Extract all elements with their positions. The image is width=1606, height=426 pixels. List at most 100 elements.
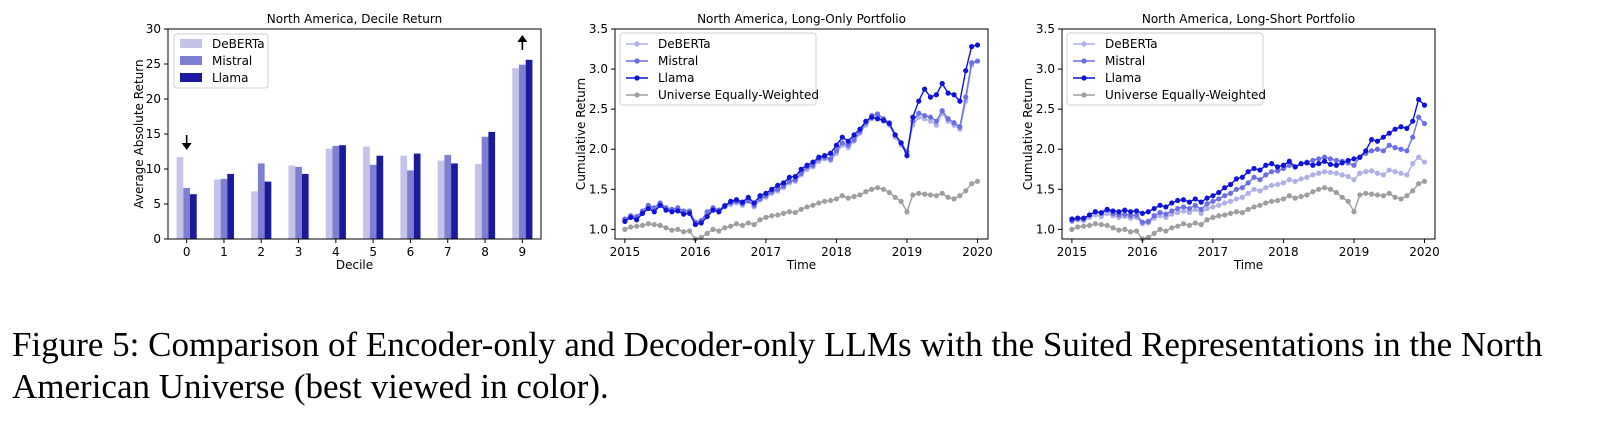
point-universe-equally-weighted bbox=[639, 222, 646, 228]
y-tick-label: 30 bbox=[146, 22, 161, 36]
point-llama bbox=[1110, 208, 1116, 214]
point-mistral bbox=[1351, 162, 1357, 168]
point-llama bbox=[1175, 197, 1181, 204]
bar-llama-9 bbox=[525, 59, 533, 239]
point-llama bbox=[1257, 167, 1263, 173]
point-universe-equally-weighted bbox=[880, 186, 887, 192]
point-llama bbox=[963, 68, 969, 74]
point-universe-equally-weighted bbox=[710, 226, 716, 232]
point-llama bbox=[728, 198, 734, 204]
point-deberta bbox=[1316, 170, 1322, 176]
legend-label-deberta: DeBERTa bbox=[658, 37, 711, 51]
point-llama bbox=[1363, 148, 1369, 154]
point-llama bbox=[739, 199, 746, 205]
point-deberta bbox=[1245, 190, 1251, 196]
point-mistral bbox=[1274, 168, 1281, 174]
point-universe-equally-weighted bbox=[1233, 209, 1240, 215]
point-llama bbox=[839, 134, 845, 140]
x-axis-label: Time bbox=[1233, 258, 1263, 272]
point-llama bbox=[1333, 162, 1339, 168]
point-universe-equally-weighted bbox=[1310, 189, 1316, 195]
point-deberta bbox=[1233, 196, 1240, 202]
legend: DeBERTa Mistral Llama bbox=[173, 33, 269, 89]
point-universe-equally-weighted bbox=[951, 196, 957, 202]
point-universe-equally-weighted bbox=[874, 185, 881, 191]
point-llama bbox=[634, 217, 640, 223]
point-universe-equally-weighted bbox=[1263, 200, 1269, 206]
point-deberta bbox=[1192, 206, 1198, 212]
point-llama bbox=[916, 98, 922, 104]
point-llama bbox=[1368, 137, 1375, 143]
point-universe-equally-weighted bbox=[833, 196, 840, 202]
bar-llama-8 bbox=[488, 131, 496, 239]
legend-label-deberta: DeBERTa bbox=[1105, 37, 1158, 51]
point-universe-equally-weighted bbox=[927, 192, 934, 198]
point-universe-equally-weighted bbox=[816, 200, 822, 206]
point-llama bbox=[1321, 158, 1328, 164]
decile-return-chart: 0 5 10 15 20 25 30 0 1 2 3 4 5 6 7 8 9 North America, Dec… bbox=[132, 12, 542, 272]
y-tick-label: 15 bbox=[146, 127, 161, 141]
legend-label-universe-equally-weighted: Universe Equally-Weighted bbox=[1105, 88, 1266, 102]
point-deberta bbox=[1327, 169, 1334, 176]
point-llama bbox=[763, 190, 769, 196]
point-mistral bbox=[1368, 148, 1375, 154]
bar-llama-5 bbox=[376, 155, 384, 239]
point-llama bbox=[1316, 161, 1322, 167]
bar-deberta-7 bbox=[437, 160, 445, 239]
point-deberta bbox=[1180, 208, 1187, 214]
point-mistral bbox=[1198, 206, 1204, 212]
x-tick-label: 2019 bbox=[892, 245, 923, 259]
point-universe-equally-weighted bbox=[1339, 194, 1345, 200]
point-mistral bbox=[1421, 120, 1428, 127]
point-mistral bbox=[845, 142, 851, 148]
point-universe-equally-weighted bbox=[798, 206, 804, 212]
point-mistral bbox=[1263, 172, 1269, 178]
long-only-chart: 1.0 1.5 2.0 2.5 3.0 3.5 2015 2016 2017 2018 2019 20… bbox=[574, 12, 993, 272]
y-tick-label: 1.0 bbox=[589, 222, 608, 236]
bar-mistral-7 bbox=[444, 155, 452, 239]
point-mistral bbox=[1128, 213, 1134, 219]
point-universe-equally-weighted bbox=[669, 227, 675, 233]
point-universe-equally-weighted bbox=[892, 194, 898, 200]
point-llama bbox=[1245, 169, 1251, 175]
point-llama bbox=[810, 159, 816, 165]
bar-deberta-0 bbox=[176, 157, 184, 239]
bar-mistral-8 bbox=[481, 136, 489, 239]
point-universe-equally-weighted bbox=[1316, 186, 1322, 192]
point-universe-equally-weighted bbox=[1386, 190, 1392, 196]
legend-frame bbox=[1066, 32, 1264, 106]
point-llama bbox=[880, 117, 887, 123]
point-deberta bbox=[1186, 209, 1193, 216]
up-arrow-head bbox=[517, 35, 528, 42]
point-deberta bbox=[1310, 172, 1316, 178]
point-llama bbox=[1345, 157, 1351, 164]
point-universe-equally-weighted bbox=[1116, 227, 1122, 233]
point-mistral bbox=[786, 178, 793, 184]
x-tick-label: 2020 bbox=[962, 245, 993, 259]
point-universe-equally-weighted bbox=[1345, 198, 1351, 204]
point-mistral bbox=[1151, 213, 1157, 219]
bar-deberta-2 bbox=[251, 191, 258, 239]
point-universe-equally-weighted bbox=[1081, 223, 1087, 229]
x-tick-label: 2018 bbox=[1268, 245, 1299, 259]
point-universe-equally-weighted bbox=[651, 221, 657, 228]
point-universe-equally-weighted bbox=[1416, 181, 1422, 187]
bar-mistral-6 bbox=[407, 170, 414, 239]
point-universe-equally-weighted bbox=[757, 217, 763, 223]
point-deberta bbox=[1280, 180, 1287, 186]
y-tick-label: 2.5 bbox=[1036, 102, 1055, 116]
point-universe-equally-weighted bbox=[1239, 209, 1245, 216]
point-mistral bbox=[775, 186, 781, 192]
point-universe-equally-weighted bbox=[916, 190, 922, 196]
y-axis-label: Average Absolute Return bbox=[132, 59, 146, 208]
point-llama bbox=[1374, 138, 1381, 144]
point-llama bbox=[1292, 164, 1298, 170]
legend-marker-universe-equally-weighted bbox=[1081, 92, 1087, 98]
long-short-chart: 1.0 1.5 2.0 2.5 3.0 3.5 2015 2016 2017 2018 2019 20… bbox=[1021, 12, 1440, 272]
point-universe-equally-weighted bbox=[1216, 213, 1222, 219]
point-llama bbox=[710, 207, 716, 213]
point-universe-equally-weighted bbox=[1128, 229, 1134, 235]
y-tick-label: 3.5 bbox=[1036, 22, 1055, 36]
legend-swatch-llama bbox=[180, 73, 202, 82]
point-mistral bbox=[1192, 202, 1198, 208]
